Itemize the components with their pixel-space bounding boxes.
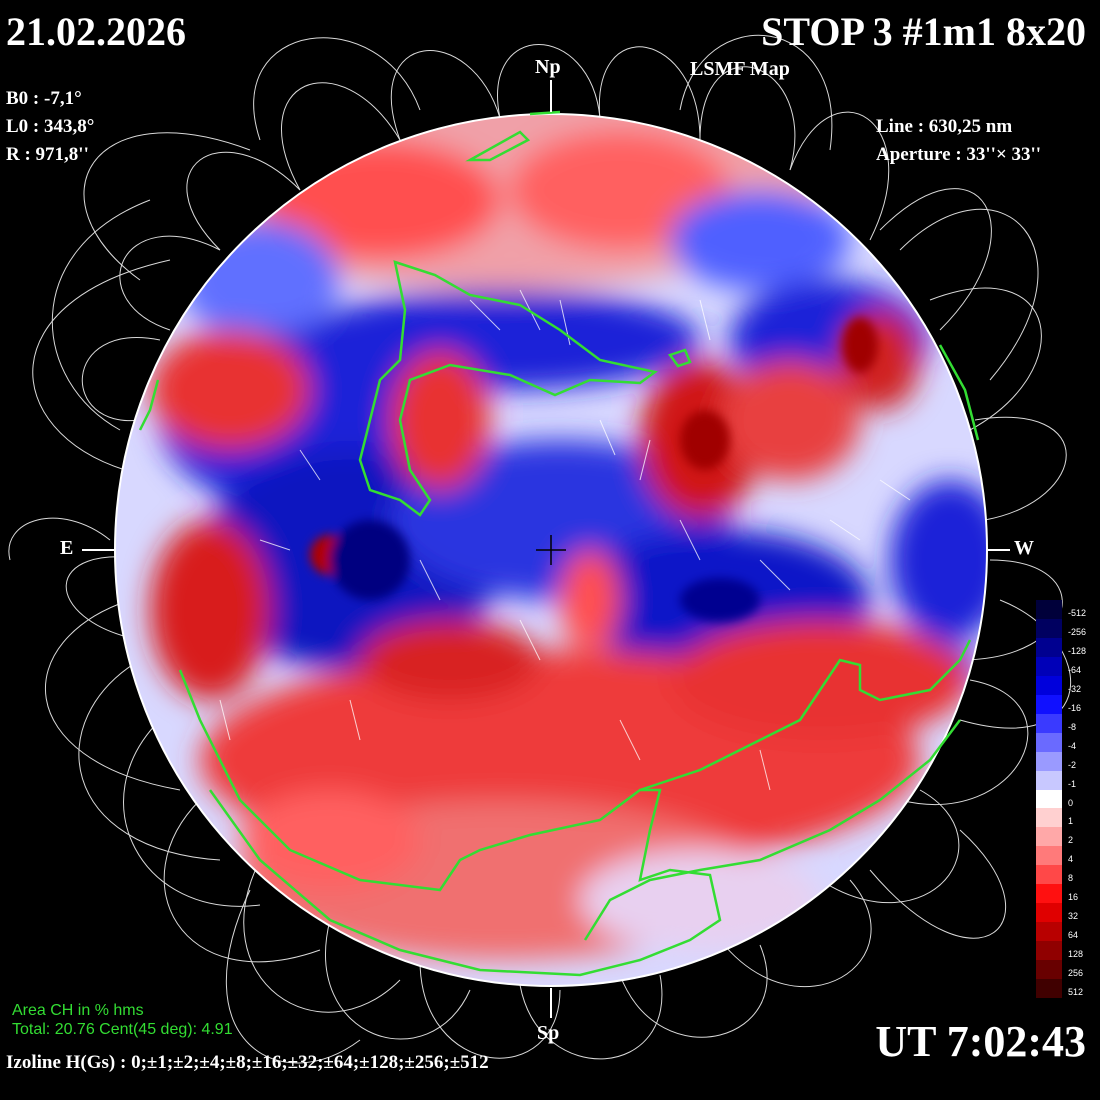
colorbar-segment (1036, 656, 1062, 677)
magnetogram-disk (115, 114, 987, 986)
colorbar-segment (1036, 600, 1062, 620)
direction-ticks (82, 80, 1010, 1018)
colorbar-label: -64 (1068, 664, 1082, 675)
colorbar-segment (1036, 846, 1062, 866)
colorbar-label: -8 (1068, 721, 1077, 732)
colorbar-segment (1036, 865, 1062, 885)
colorbar-label: -16 (1068, 702, 1082, 713)
l0-param: L0 : 343,8° (6, 116, 95, 137)
colorbar-label: -128 (1068, 645, 1087, 656)
coronal-hole-area-values: Total: 20.76 Cent(45 deg): 4.91 (12, 1021, 233, 1038)
spectral-line-param: Line : 630,25 nm (876, 116, 1013, 137)
colorbar-label: 0 (1068, 797, 1074, 808)
colorbar-label: -256 (1068, 626, 1087, 637)
map-title: STOP 3 #1m1 8x20 (761, 9, 1086, 54)
colorbar-label: 1 (1068, 816, 1074, 827)
west-label: W (1014, 537, 1034, 559)
field-colorbar (1036, 600, 1062, 999)
colorbar-segment (1036, 732, 1062, 753)
colorbar-label: -4 (1068, 740, 1077, 751)
colorbar-label: 128 (1068, 949, 1084, 960)
disk-center-cross (536, 535, 566, 565)
colorbar-segment (1036, 827, 1062, 847)
colorbar-label: -32 (1068, 683, 1082, 694)
coronal-hole-contours (138, 110, 980, 977)
colorbar-segment (1036, 960, 1062, 980)
colorbar-segment (1036, 637, 1062, 658)
colorbar-segment (1036, 941, 1062, 961)
colorbar-label: 512 (1068, 987, 1084, 998)
colorbar-label: 4 (1068, 854, 1074, 865)
east-label: E (60, 537, 74, 559)
colorbar-label: -2 (1068, 759, 1077, 770)
colorbar-label: 8 (1068, 873, 1074, 884)
south-pole-label: Sp (537, 1022, 560, 1044)
colorbar-label: -1 (1068, 778, 1077, 789)
colorbar-label: 32 (1068, 911, 1079, 922)
colorbar-segment (1036, 789, 1062, 809)
colorbar-segment (1036, 751, 1062, 772)
izoline-levels: Izoline H(Gs) : 0;±1;±2;±4;±8;±16;±32;±6… (6, 1052, 489, 1073)
colorbar-segment (1036, 713, 1062, 734)
colorbar-segment (1036, 903, 1062, 923)
colorbar-segment (1036, 979, 1062, 999)
colorbar-segment (1036, 694, 1062, 715)
colorbar-segment (1036, 884, 1062, 904)
colorbar-segment (1036, 922, 1062, 942)
colorbar-segment (1036, 770, 1062, 790)
north-pole-label: Np (535, 56, 561, 78)
colorbar-segment (1036, 808, 1062, 828)
colorbar-segment (1036, 618, 1062, 639)
coronal-field-lines (8, 34, 1072, 1064)
observation-date: 21.02.2026 (6, 9, 186, 54)
colorbar-label: 2 (1068, 835, 1074, 846)
colorbar-label: 16 (1068, 892, 1079, 903)
colorbar-label: 256 (1068, 968, 1084, 979)
colorbar-label: -512 (1068, 608, 1087, 618)
colorbar-segment (1036, 675, 1062, 696)
aperture-param: Aperture : 33''× 33'' (876, 144, 1042, 165)
b0-param: B0 : -7,1° (6, 88, 82, 109)
ut-time: UT 7:02:43 (875, 1017, 1086, 1066)
coronal-hole-area-title: Area CH in % hms (12, 1002, 144, 1019)
colorbar-label: 64 (1068, 930, 1079, 941)
radius-param: R : 971,8'' (6, 144, 89, 165)
map-subtitle: LSMF Map (690, 58, 790, 80)
